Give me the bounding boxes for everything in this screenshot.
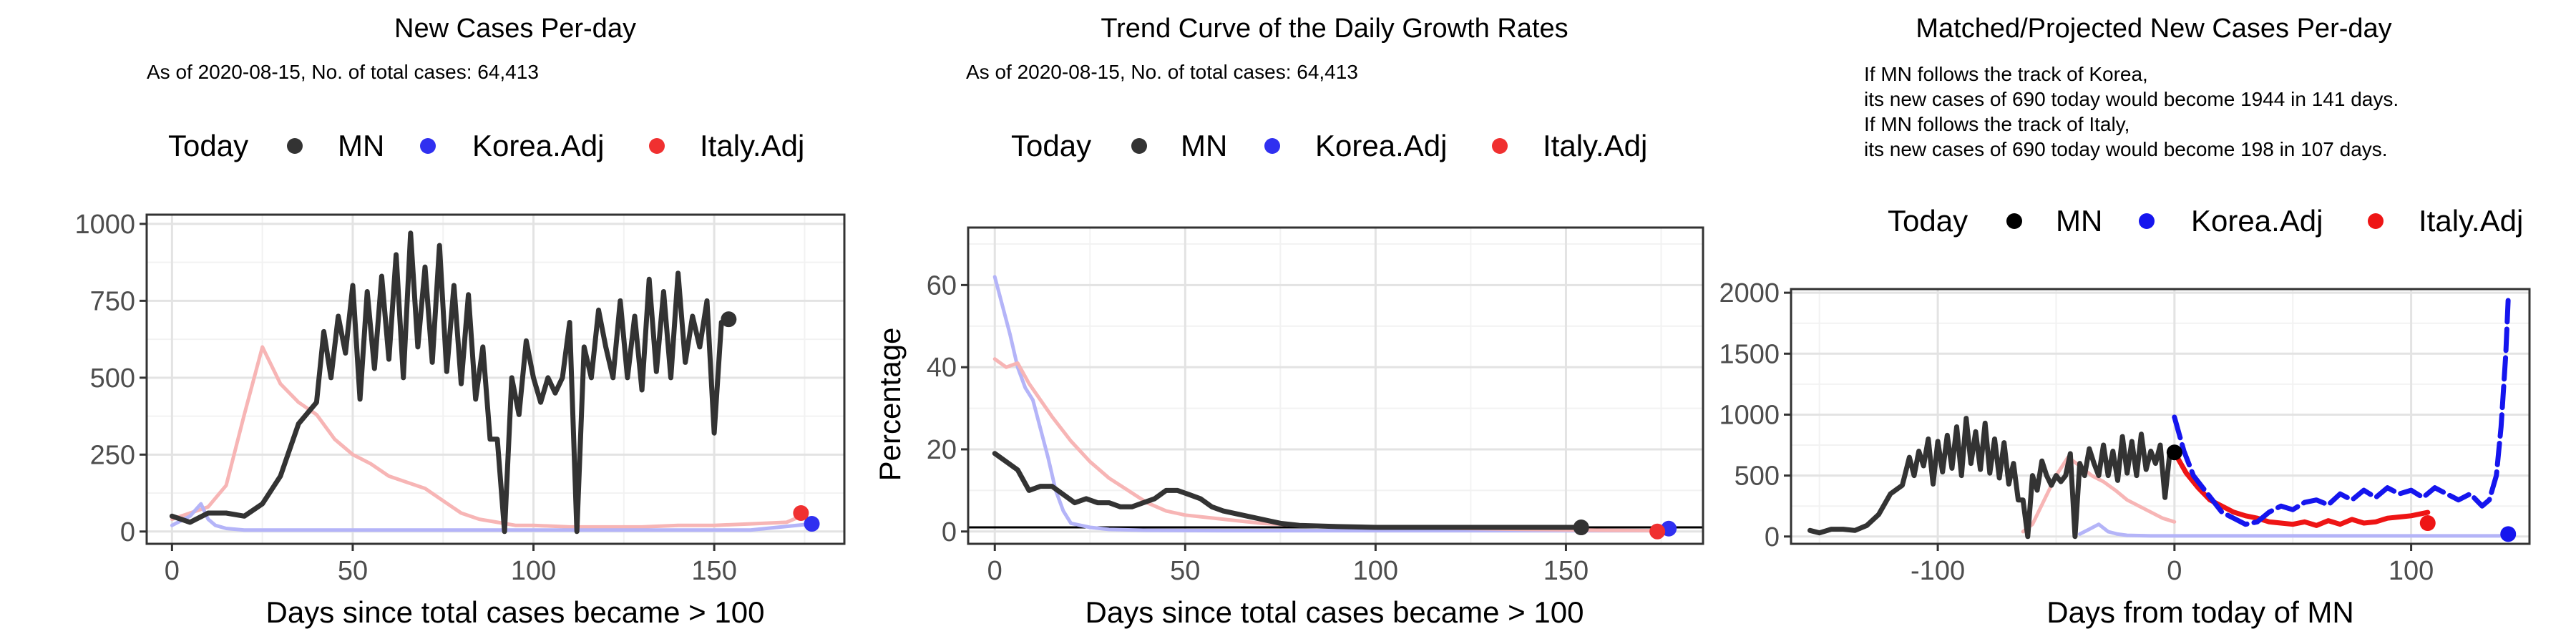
y-tick-label: 500 (1735, 462, 1780, 492)
annotation-line: its new cases of 690 today would become … (1864, 138, 2388, 160)
today-point-mn (1573, 519, 1589, 536)
today-point-italy-adj (2419, 515, 2436, 532)
legend-label-korea: Korea.Adj (2191, 204, 2323, 238)
y-tick-label: 40 (927, 353, 957, 383)
x-tick-label: 50 (338, 556, 368, 586)
legend-label-mn: MN (338, 129, 384, 162)
today-point-mn (2166, 444, 2182, 461)
y-tick-label: 1000 (74, 210, 135, 240)
legend-key-mn (287, 138, 303, 154)
y-tick-label: 0 (120, 517, 135, 547)
panel-projected-cases: Matched/Projected New Cases Per-day If M… (1719, 14, 2531, 629)
x-tick-label: 100 (511, 556, 556, 586)
y-tick-label: 2000 (1719, 278, 1780, 308)
x-axis-label: Days from today of MN (2046, 595, 2353, 629)
x-tick-label: 150 (691, 556, 736, 586)
annotation-block: If MN follows the track of Korea, its ne… (1864, 63, 2399, 160)
legend-title: Today (1011, 129, 1091, 162)
legend-label-italy: Italy.Adj (1543, 129, 1647, 162)
chart-subtitle: As of 2020-08-15, No. of total cases: 64… (966, 61, 1358, 83)
series-line-mn-solid (169, 230, 731, 535)
legend-title: Today (168, 129, 248, 162)
chart-title: Matched/Projected New Cases Per-day (1916, 14, 2391, 44)
y-axis-label: Percentage (873, 328, 907, 482)
series-line-korea-adj-projected (2172, 297, 2511, 527)
x-tick-label: 0 (2167, 556, 2182, 586)
series-line-korea-adj-faded (2078, 522, 2508, 538)
legend: Today MN Korea.Adj Italy.Adj (168, 129, 804, 162)
plot-background (1791, 289, 2529, 544)
legend: Today MN Korea.Adj Italy.Adj (1011, 129, 1647, 162)
x-axis-label: Days since total cases became > 100 (266, 595, 765, 629)
legend-key-mn (1131, 138, 1147, 154)
panel-border (1790, 288, 2531, 545)
x-tick-label: 150 (1543, 556, 1589, 586)
legend-label-mn: MN (1181, 129, 1227, 162)
y-tick-label: 500 (90, 364, 135, 394)
legend-key-italy (2368, 213, 2384, 229)
plot-background (147, 215, 844, 544)
legend: Today MN Korea.Adj Italy.Adj (1888, 204, 2523, 238)
legend-label-italy: Italy.Adj (700, 129, 804, 162)
plot-background (968, 228, 1703, 544)
panel-growth-rates: Trend Curve of the Daily Growth Rates As… (873, 14, 1704, 629)
legend-key-italy (1492, 138, 1508, 154)
y-tick-label: 750 (90, 286, 135, 316)
y-tick-label: 20 (927, 435, 957, 465)
series-line-italy-adj-faded (2021, 455, 2177, 534)
x-tick-label: -100 (1911, 556, 1965, 586)
y-tick-label: 0 (942, 517, 957, 547)
panel-border (967, 226, 1704, 545)
annotation-line: If MN follows the track of Italy, (1864, 113, 2129, 135)
legend-key-italy (649, 138, 665, 154)
plot-area: 0 50 100 150 0 20 40 60 (927, 226, 1704, 586)
chart-title: Trend Curve of the Daily Growth Rates (1101, 14, 1568, 44)
today-point-italy-adj (1649, 523, 1666, 540)
legend-label-korea: Korea.Adj (472, 129, 604, 162)
chart-subtitle: As of 2020-08-15, No. of total cases: 64… (147, 61, 539, 83)
y-tick-label: 250 (90, 440, 135, 470)
today-point-italy-adj (793, 505, 809, 522)
legend-key-korea (1264, 138, 1280, 154)
x-tick-label: 100 (1353, 556, 1398, 586)
x-tick-label: 0 (165, 556, 180, 586)
x-tick-label: 0 (987, 556, 1002, 586)
y-tick-label: 1000 (1719, 400, 1780, 430)
panel-border (145, 213, 846, 545)
legend-label-italy: Italy.Adj (2419, 204, 2523, 238)
x-tick-label: 50 (1170, 556, 1200, 586)
legend-key-korea (420, 138, 436, 154)
series-line-mn-solid (992, 451, 1584, 530)
panel-new-cases: New Cases Per-day As of 2020-08-15, No. … (74, 14, 846, 629)
y-tick-label: 60 (927, 270, 957, 301)
legend-key-korea (2139, 213, 2155, 229)
x-tick-label: 100 (2389, 556, 2434, 586)
plot-area: 0 50 100 150 0 250 500 750 1000 (74, 210, 846, 586)
legend-key-mn (2006, 213, 2022, 229)
today-point-korea-adj (2500, 526, 2517, 542)
legend-label-mn: MN (2056, 204, 2102, 238)
y-tick-label: 0 (1765, 522, 1780, 552)
x-axis-label: Days since total cases became > 100 (1085, 595, 1584, 629)
today-point-mn (721, 311, 737, 328)
annotation-line: its new cases of 690 today would become … (1864, 88, 2399, 110)
annotation-line: If MN follows the track of Korea, (1864, 63, 2148, 85)
series-line-mn-solid (1807, 416, 2177, 540)
today-point-korea-adj (804, 516, 820, 532)
legend-label-korea: Korea.Adj (1315, 129, 1447, 162)
legend-title: Today (1888, 204, 1968, 238)
series-line-italy-adj-faded (170, 345, 806, 529)
chart-title: New Cases Per-day (394, 14, 636, 44)
y-tick-label: 1500 (1719, 339, 1780, 369)
series-line-korea-adj-faded (170, 502, 814, 532)
